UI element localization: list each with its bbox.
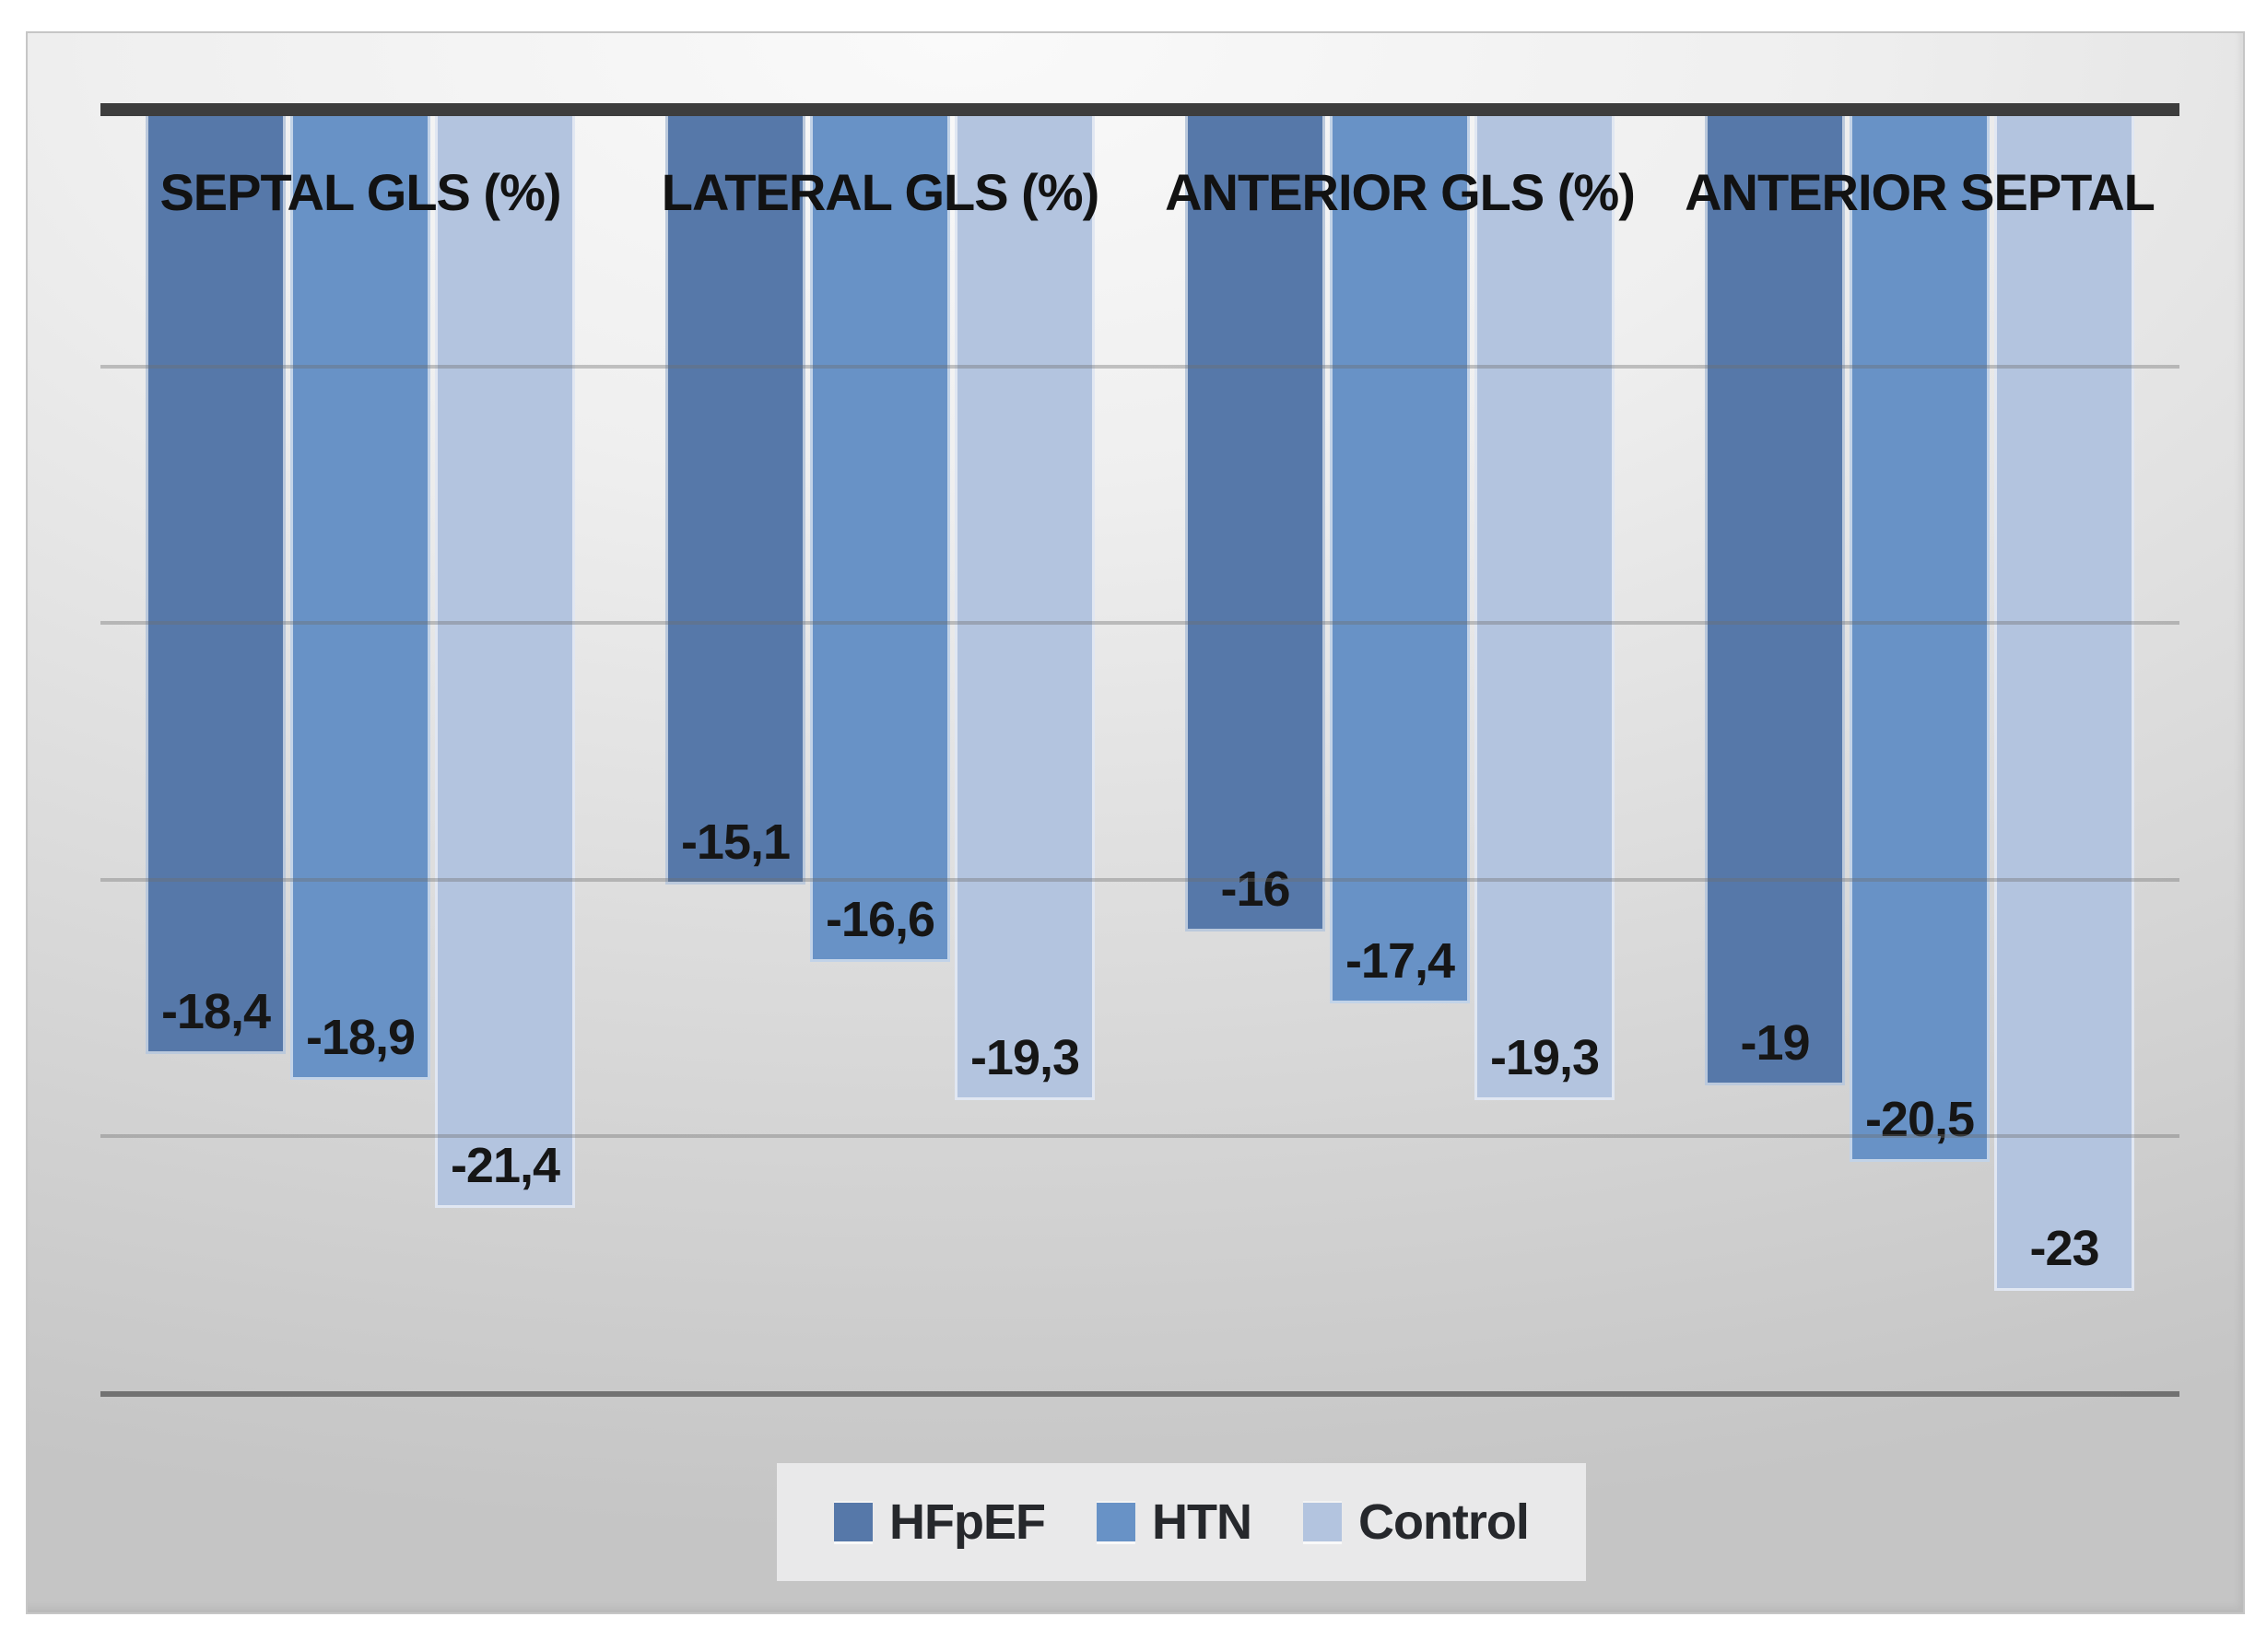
- bar-hfpef-1: -18,4: [146, 116, 286, 1054]
- category-label-4: ANTERIOR SEPTAL: [1685, 163, 2155, 221]
- chart-panel: -18,4 -18,9 -21,4 -15,1 -16,6 -19,3 -16 -17,4 -1…: [26, 31, 2245, 1614]
- category-label-1: SEPTAL GLS (%): [159, 163, 561, 221]
- bar-control-3: -19,3: [1474, 116, 1615, 1100]
- bar-value-label: -17,4: [1345, 933, 1455, 989]
- bar-value-label: -18,4: [160, 984, 271, 1039]
- gridline--10: [100, 621, 2179, 625]
- bar-htn-2: -16,6: [810, 116, 950, 962]
- category-label-3: ANTERIOR GLS (%): [1165, 163, 1636, 221]
- bar-value-label: -16: [1220, 861, 1290, 917]
- legend: HFpEF HTN Control: [777, 1463, 1586, 1581]
- bar-hfpef-2: -15,1: [665, 116, 805, 885]
- legend-item-hfpef: HFpEF: [834, 1494, 1046, 1551]
- bar-value-label: -15,1: [680, 814, 791, 870]
- category-labels-layer: SEPTAL GLS (%) LATERAL GLS (%) ANTERIOR GL…: [100, 162, 2179, 222]
- bar-value-label: -16,6: [825, 892, 935, 947]
- bar-group-3: -16 -17,4 -19,3: [1140, 116, 1660, 1291]
- bars-layer: -18,4 -18,9 -21,4 -15,1 -16,6 -19,3 -16 -17,4 -1…: [100, 116, 2179, 1291]
- gridline--5: [100, 365, 2179, 369]
- gridline--20: [100, 1134, 2179, 1138]
- gridline--25: [100, 1391, 2179, 1397]
- category-label-2: LATERAL GLS (%): [661, 163, 1099, 221]
- bar-value-label: -19,3: [1489, 1030, 1600, 1085]
- legend-label: HFpEF: [889, 1494, 1046, 1550]
- bar-value-label: -20,5: [1864, 1092, 1975, 1147]
- bar-control-1: -21,4: [435, 116, 575, 1208]
- legend-swatch-icon: [1096, 1503, 1135, 1541]
- bar-htn-3: -17,4: [1330, 116, 1470, 1003]
- legend-label: HTN: [1151, 1494, 1252, 1550]
- bar-hfpef-4: -19: [1705, 116, 1845, 1085]
- bar-value-label: -18,9: [305, 1010, 416, 1065]
- bar-value-label: -23: [2029, 1221, 2099, 1276]
- bar-value-label: -19,3: [969, 1030, 1080, 1085]
- bar-hfpef-3: -16: [1185, 116, 1325, 931]
- bar-group-1: -18,4 -18,9 -21,4: [100, 116, 620, 1291]
- bar-htn-4: -20,5: [1850, 116, 1990, 1162]
- bar-group-4: -19 -20,5 -23: [1660, 116, 2179, 1291]
- legend-swatch-icon: [1302, 1503, 1342, 1541]
- gridline--15: [100, 878, 2179, 882]
- plot-area: -18,4 -18,9 -21,4 -15,1 -16,6 -19,3 -16 -17,4 -1…: [100, 33, 2179, 1616]
- bar-value-label: -21,4: [450, 1138, 560, 1193]
- legend-label: Control: [1357, 1494, 1530, 1550]
- legend-item-control: Control: [1302, 1494, 1530, 1551]
- bar-control-2: -19,3: [955, 116, 1095, 1100]
- bar-group-2: -15,1 -16,6 -19,3: [620, 116, 1140, 1291]
- bar-value-label: -19: [1740, 1015, 1810, 1071]
- zero-axis-line: [100, 103, 2179, 116]
- legend-swatch-icon: [834, 1503, 873, 1541]
- bar-htn-1: -18,9: [290, 116, 430, 1080]
- bar-control-4: -23: [1994, 116, 2134, 1291]
- legend-item-htn: HTN: [1096, 1494, 1252, 1551]
